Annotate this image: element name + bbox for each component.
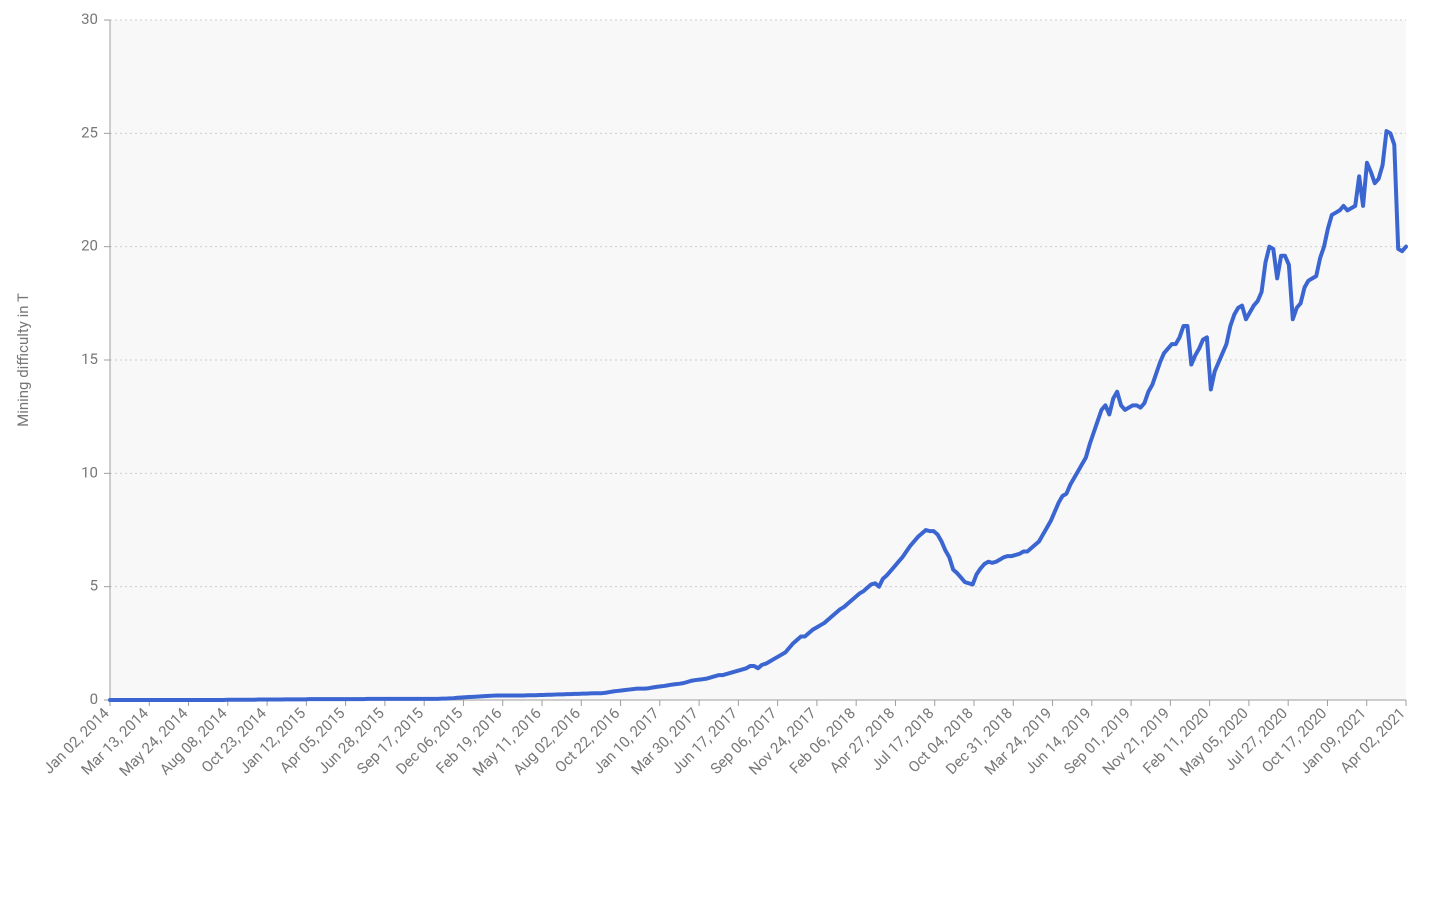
y-tick-label: 0 [90,690,98,708]
y-tick-label: 20 [81,237,98,255]
y-axis-title: Mining difficulty in T [14,293,32,427]
line-chart: 051015202530Jan 02, 2014Mar 13, 2014May … [0,0,1446,900]
y-tick-label: 10 [81,463,98,481]
y-tick-label: 15 [81,350,98,368]
chart-container: 051015202530Jan 02, 2014Mar 13, 2014May … [0,0,1446,900]
y-tick-label: 30 [81,10,98,28]
y-tick-label: 5 [90,577,98,595]
y-tick-label: 25 [81,123,98,141]
